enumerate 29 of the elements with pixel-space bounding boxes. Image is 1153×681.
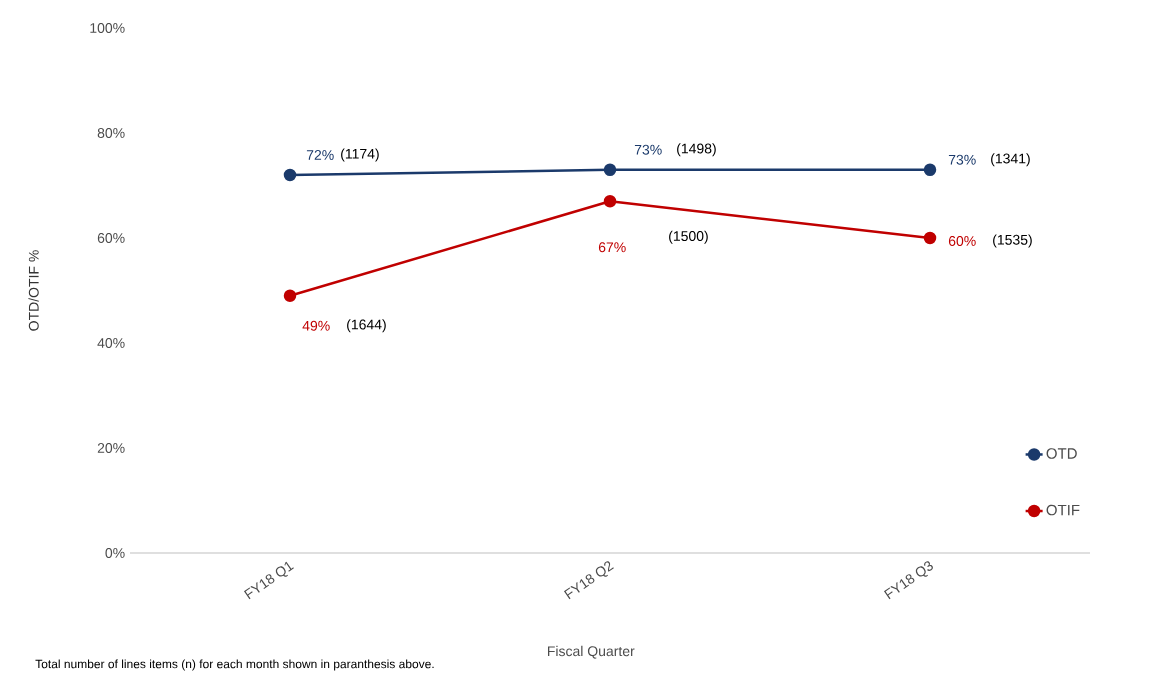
data-label: 67% (598, 242, 626, 253)
annotation: (1498) (677, 143, 716, 157)
data-label: 73% (634, 144, 662, 155)
data-label: 73% (948, 154, 976, 165)
annotation: (1500) (669, 230, 708, 244)
y-tick-label: 20% (97, 443, 125, 453)
y-tick-label: 80% (97, 128, 125, 138)
point (603, 195, 617, 208)
point (603, 163, 617, 176)
annotation: (1535) (993, 234, 1032, 248)
data-label: 72% (306, 150, 334, 160)
legend-label: OTD (1046, 448, 1077, 459)
data-label: 60% (948, 236, 976, 246)
data-label: 49% (302, 320, 330, 331)
point (923, 163, 937, 176)
y-axis-title: OTD/OTIF % (28, 250, 39, 331)
y-tick-label: 100% (90, 23, 125, 33)
text: Total number of lines items (n) for each month shown in paranthesis above. (35, 659, 434, 671)
y-tick-label: 60% (97, 233, 125, 243)
annotation: (1341) (991, 153, 1030, 167)
y-tick-label: 0% (105, 548, 125, 558)
annotation: (1644) (347, 319, 386, 333)
legend-label: OTIF (1046, 504, 1080, 516)
point (923, 231, 937, 245)
y-tick-label: 40% (97, 338, 125, 348)
point (283, 289, 297, 302)
x-axis-title: Fiscal Quarter (548, 645, 635, 659)
annotation: (1174) (341, 148, 379, 162)
point (283, 168, 297, 182)
